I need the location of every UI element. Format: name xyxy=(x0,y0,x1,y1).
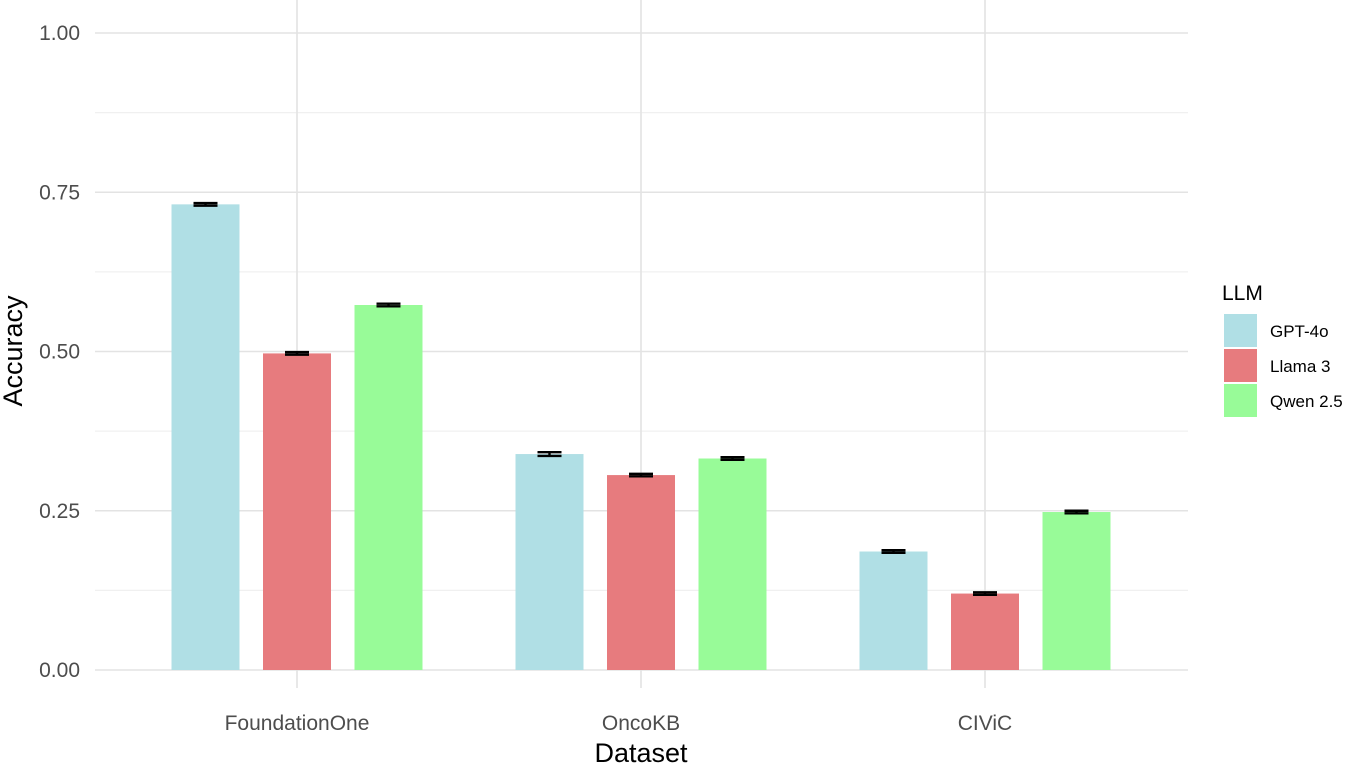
legend-title: LLM xyxy=(1222,282,1263,305)
y-tick-label: 1.00 xyxy=(39,22,80,45)
legend-label: GPT-4o xyxy=(1270,322,1329,341)
bar xyxy=(354,304,423,670)
y-axis-title: Accuracy xyxy=(0,295,28,407)
bar xyxy=(951,593,1019,670)
error-bars-layer xyxy=(193,201,1089,597)
y-tick-label: 0.75 xyxy=(39,181,80,204)
bar xyxy=(607,475,675,670)
y-tick-label: 0.25 xyxy=(39,500,80,523)
legend-items: GPT-4o Llama 3 Qwen 2.5 xyxy=(1224,314,1343,417)
bar xyxy=(698,458,767,670)
legend-label: Qwen 2.5 xyxy=(1270,392,1343,411)
y-tick-labels: 0.00 0.25 0.50 0.75 1.00 xyxy=(39,22,80,682)
legend-swatch xyxy=(1224,384,1257,417)
bar xyxy=(171,204,240,670)
x-tick-label: CIViC xyxy=(958,712,1012,735)
bar xyxy=(263,353,331,670)
x-tick-label: OncoKB xyxy=(602,712,680,735)
legend-label: Llama 3 xyxy=(1270,357,1330,376)
bar xyxy=(859,551,928,670)
x-axis-title: Dataset xyxy=(594,738,688,765)
bar xyxy=(515,454,584,670)
legend-swatch xyxy=(1224,314,1257,347)
bars-layer xyxy=(171,204,1111,670)
legend-swatch xyxy=(1224,349,1257,382)
legend: LLM GPT-4o Llama 3 Qwen 2.5 xyxy=(1222,282,1343,417)
bar xyxy=(1042,512,1111,670)
y-tick-label: 0.00 xyxy=(39,659,80,682)
y-tick-label: 0.50 xyxy=(39,341,80,364)
x-tick-label: FoundationOne xyxy=(225,712,370,735)
x-tick-labels: FoundationOne OncoKB CIViC xyxy=(225,712,1013,735)
